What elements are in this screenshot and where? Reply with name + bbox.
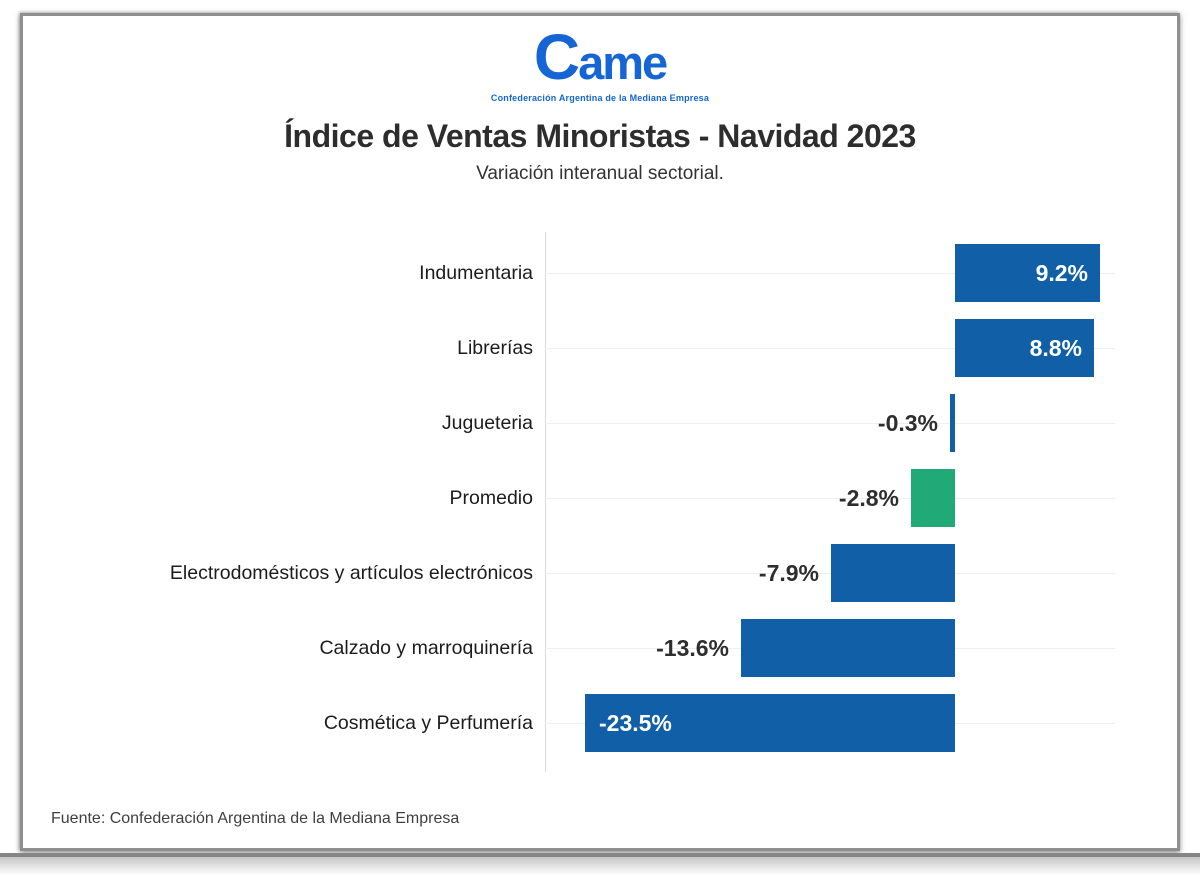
category-label: Indumentaria xyxy=(419,262,533,284)
page-title: Índice de Ventas Minoristas - Navidad 20… xyxy=(284,118,916,154)
y-axis-line xyxy=(545,232,546,772)
bottom-frame-shadow xyxy=(0,857,1200,875)
category-label: Jugueteria xyxy=(441,412,533,434)
came-logo-wordmark: Came xyxy=(533,21,668,93)
page-subtitle: Variación interanual sectorial. xyxy=(476,163,724,184)
value-label: -2.8% xyxy=(838,485,899,511)
bar xyxy=(741,619,955,677)
bar xyxy=(955,319,1094,377)
bar xyxy=(911,469,955,527)
value-label: 8.8% xyxy=(1029,335,1082,361)
category-label: Promedio xyxy=(449,487,533,509)
row-gridline xyxy=(545,573,1115,574)
bar xyxy=(585,694,955,752)
bar xyxy=(831,544,955,602)
source-note: Fuente: Confederación Argentina de la Me… xyxy=(51,810,460,827)
came-logo-tagline: Confederación Argentina de la Mediana Em… xyxy=(490,93,710,103)
value-label: 9.2% xyxy=(1035,260,1088,286)
row-gridline xyxy=(545,498,1115,499)
came-logo: Came Confederación Argentina de la Media… xyxy=(23,16,1177,103)
value-label: -0.3% xyxy=(877,410,938,436)
bar xyxy=(950,394,955,452)
category-label: Cosmética y Perfumería xyxy=(323,712,533,734)
chart-card: Came Confederación Argentina de la Media… xyxy=(20,13,1180,851)
value-label: -7.9% xyxy=(758,560,819,586)
bar-chart: Indumentaria 9.2% Librerías 8.8% Jugueteria -… xyxy=(23,232,1177,777)
value-label: -13.6% xyxy=(656,635,729,661)
category-label: Electrodomésticos y artículos electrónic… xyxy=(169,562,533,584)
row-gridline xyxy=(545,348,1115,349)
row-gridline xyxy=(545,423,1115,424)
category-label: Librerías xyxy=(457,337,533,359)
value-label: -23.5% xyxy=(599,710,672,736)
bar xyxy=(955,244,1100,302)
bottom-frame-line xyxy=(0,853,1200,857)
row-gridline xyxy=(545,273,1115,274)
category-label: Calzado y marroquinería xyxy=(319,637,533,659)
